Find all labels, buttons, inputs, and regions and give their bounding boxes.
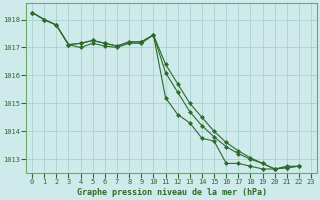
X-axis label: Graphe pression niveau de la mer (hPa): Graphe pression niveau de la mer (hPa) bbox=[76, 188, 267, 197]
